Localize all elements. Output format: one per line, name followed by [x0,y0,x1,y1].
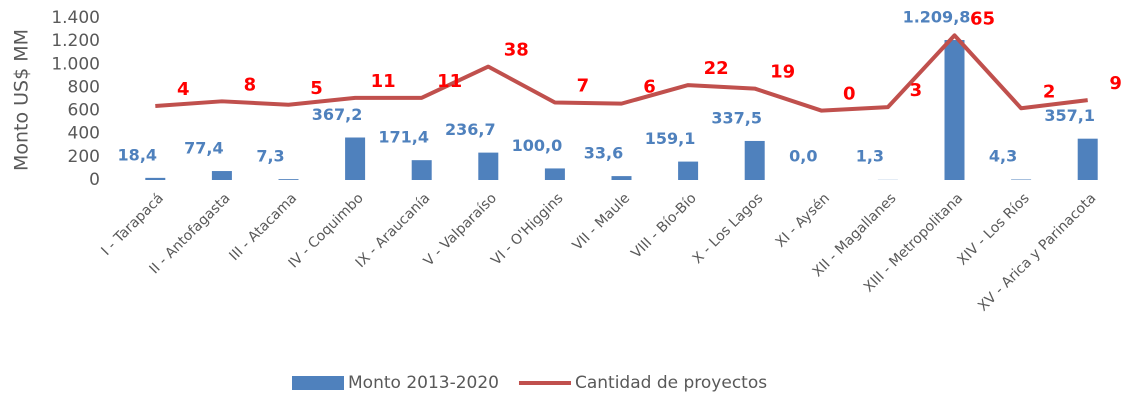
bar-value-label: 337,5 [711,108,762,127]
line-value-label: 6 [643,77,656,98]
line-value-label: 11 [371,71,396,92]
x-tick-label: VI - O'Higgins [488,190,566,268]
x-tick-label: XV - Arica y Parinacota [975,190,1099,314]
line-value-label: 65 [970,8,995,29]
x-tick-label: VIII - Bío-Bío [628,190,699,261]
y-tick-label: 1.000 [51,54,100,74]
x-tick-label: VII - Maule [570,190,634,254]
bar [411,160,432,180]
bar-value-label: 171,4 [378,128,429,147]
bar-value-label: 159,1 [645,129,696,148]
bar [145,177,166,180]
y-tick-label: 0 [89,170,100,190]
bar-value-label: 18,4 [118,145,157,164]
bar [278,179,299,180]
bar-value-label: 1.209,8 [903,8,971,27]
line-value-label: 4 [177,79,190,100]
line-value-label: 9 [1109,73,1122,94]
bar [478,152,499,180]
bar-value-label: 100,0 [512,136,563,155]
line [155,33,1088,113]
y-tick-label: 200 [68,147,100,167]
y-tick-label: 400 [68,124,100,144]
y-axis-label: Monto US$ MM [11,29,33,171]
line-value-label: 22 [704,58,729,79]
bar-value-label: 33,6 [584,144,623,163]
y-tick-label: 1.400 [51,8,100,28]
line-value-label: 5 [310,78,323,99]
legend-swatch [292,376,344,390]
line-value-label: 7 [577,75,590,96]
bar [944,40,965,181]
bar-value-label: 4,3 [989,147,1017,166]
legend-label: Monto 2013-2020 [348,373,499,393]
bar [611,176,632,180]
bar-value-label: 7,3 [256,147,284,166]
x-tick-label: X - Los Lagos [690,190,767,267]
bar [678,161,699,180]
line-value-label: 8 [244,74,257,95]
bar [345,137,366,180]
line-value-label: 19 [770,62,795,83]
x-tick-label: XI - Aysén [773,190,833,250]
legend-label: Cantidad de proyectos [575,373,767,393]
bar-value-label: 1,3 [856,147,884,166]
bar-value-label: 236,7 [445,120,496,139]
bar-value-label: 367,2 [312,105,363,124]
bar [544,168,565,180]
line-value-label: 0 [843,84,856,105]
x-tick-label: III - Atacama [226,190,300,264]
bar [211,171,232,180]
bar-value-label: 357,1 [1044,106,1095,125]
y-tick-label: 800 [68,77,100,97]
x-tick-label: I - Tarapacá [98,190,167,259]
bar-value-label: 0,0 [789,147,817,166]
bar [744,140,765,180]
line-value-label: 3 [910,80,923,101]
y-tick-label: 1.200 [51,31,100,51]
y-tick-label: 600 [68,101,100,121]
bar [1077,138,1098,180]
line-value-label: 38 [504,40,529,61]
line-value-label: 2 [1043,81,1056,102]
bar-value-label: 77,4 [184,139,223,158]
line-value-label: 11 [437,71,462,92]
